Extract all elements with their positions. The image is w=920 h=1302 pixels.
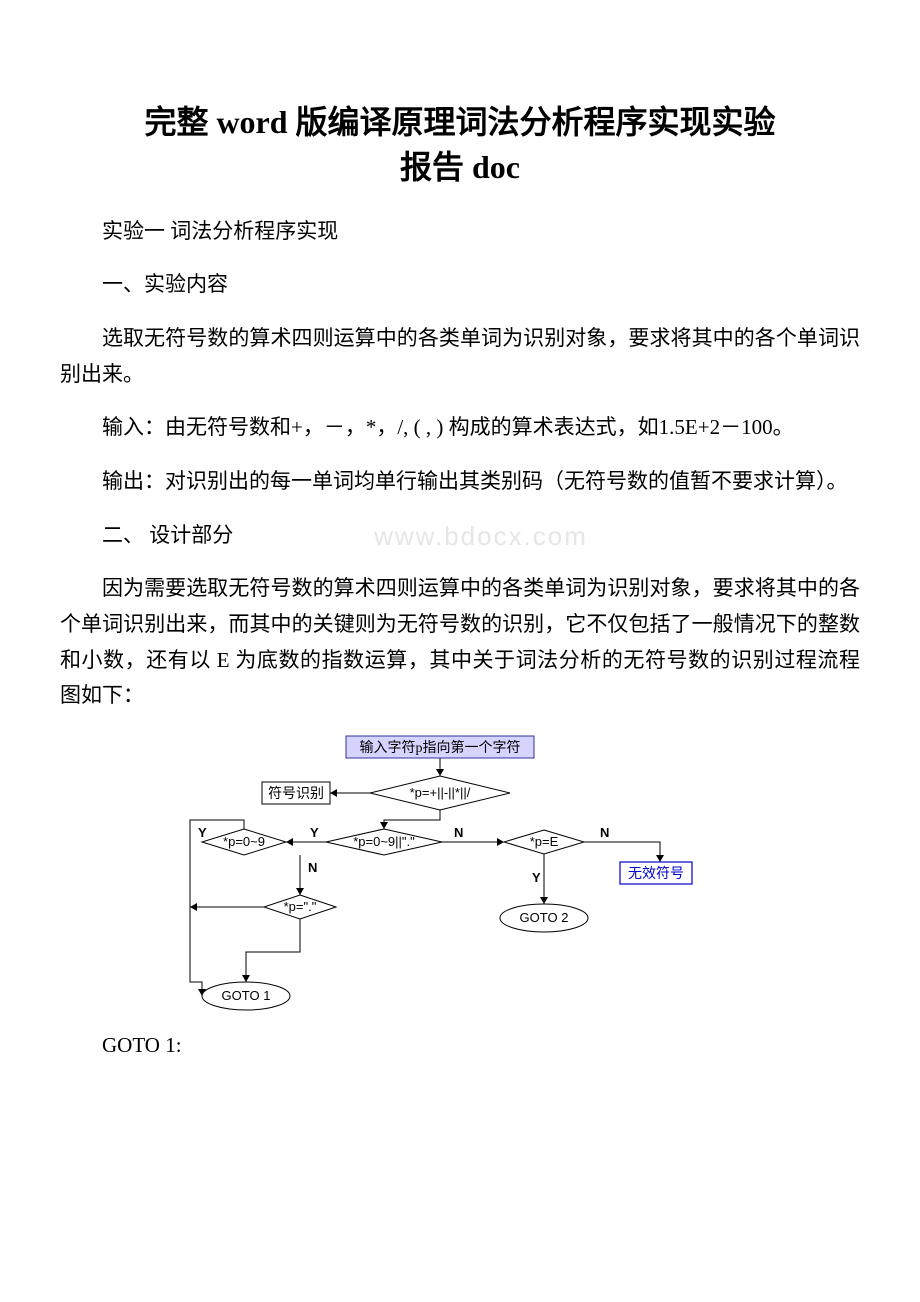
svg-text:*p=E: *p=E xyxy=(530,834,559,849)
svg-text:*p=".": *p="." xyxy=(284,899,317,914)
svg-text:Y: Y xyxy=(310,825,319,840)
flowchart-svg: 输入字符p指向第一个字符符号识别 *p=+||-||*||/ *p=0~9 *p=0~… xyxy=(160,732,720,1022)
watermark-text: www.bdocx.com xyxy=(332,513,588,557)
paragraph-6: www.bdocx.com 二、 设计部分 xyxy=(60,518,860,554)
paragraph-2: 一、实验内容 xyxy=(60,267,860,303)
paragraph-7: 因为需要选取无符号数的算术四则运算中的各类单词为识别对象，要求将其中的各个单词识… xyxy=(60,571,860,714)
svg-text:GOTO 1: GOTO 1 xyxy=(222,988,271,1003)
page-title: 完整 word 版编译原理词法分析程序实现实验 报告 doc xyxy=(60,100,860,190)
title-line-1: 完整 word 版编译原理词法分析程序实现实验 xyxy=(144,104,775,140)
svg-text:Y: Y xyxy=(198,825,207,840)
svg-text:符号识别: 符号识别 xyxy=(268,786,324,802)
svg-text:N: N xyxy=(308,860,317,875)
svg-text:N: N xyxy=(600,825,609,840)
paragraph-3: 选取无符号数的算术四则运算中的各类单词为识别对象，要求将其中的各个单词识别出来。 xyxy=(60,321,860,392)
svg-text:Y: Y xyxy=(532,870,541,885)
svg-text:输入字符p指向第一个字符: 输入字符p指向第一个字符 xyxy=(360,739,521,756)
svg-text:*p=+||-||*||/: *p=+||-||*||/ xyxy=(410,785,471,800)
paragraph-1: 实验一 词法分析程序实现 xyxy=(60,214,860,250)
paragraph-5: 输出：对识别出的每一单词均单行输出其类别码（无符号数的值暂不要求计算）。 xyxy=(60,464,860,500)
paragraph-4: 输入：由无符号数和+，－，*，/, ( , ) 构成的算术表达式，如1.5E+2… xyxy=(60,410,860,446)
paragraph-8: GOTO 1: xyxy=(60,1028,860,1064)
svg-text:无效符号: 无效符号 xyxy=(628,866,684,882)
flowchart: 输入字符p指向第一个字符符号识别 *p=+||-||*||/ *p=0~9 *p=0~… xyxy=(160,732,720,1022)
paragraph-6-text: 二、 设计部分 xyxy=(102,523,233,547)
svg-text:N: N xyxy=(454,825,463,840)
svg-text:*p=0~9||".": *p=0~9||"." xyxy=(353,834,415,849)
svg-text:*p=0~9: *p=0~9 xyxy=(223,834,265,849)
svg-text:GOTO 2: GOTO 2 xyxy=(520,910,569,925)
title-line-2: 报告 doc xyxy=(400,149,520,185)
